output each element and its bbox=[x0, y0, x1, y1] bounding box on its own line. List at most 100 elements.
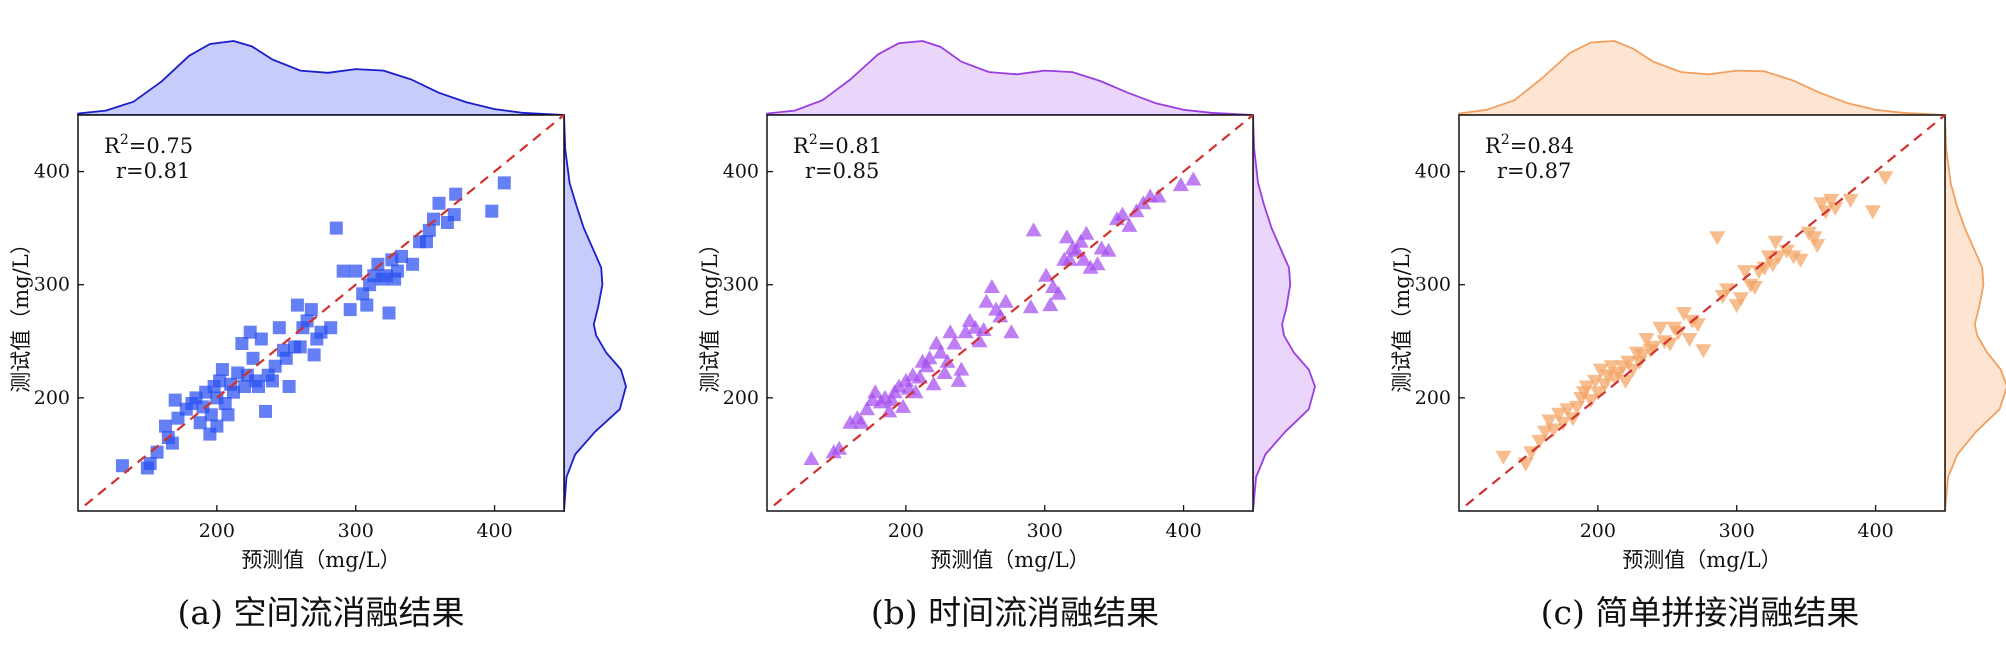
panel-c-data-point bbox=[1842, 193, 1859, 208]
panel-b-data-point bbox=[1050, 285, 1067, 300]
panel-a-data-point bbox=[159, 419, 172, 433]
panel-a-data-point bbox=[390, 264, 404, 278]
panel-b-data-point bbox=[1078, 225, 1095, 240]
panel-a-data-point bbox=[343, 303, 357, 317]
panel-b-data-point bbox=[831, 440, 848, 455]
panel-b-data-point bbox=[842, 414, 859, 429]
panel-a-data-point bbox=[449, 187, 463, 201]
panel-b-data-point bbox=[953, 361, 970, 376]
panel-c-r-label: r=0.87 bbox=[1497, 159, 1571, 183]
panel-c-x-axis-label: 预测值（mg/L） bbox=[1622, 548, 1781, 572]
panel-b-data-point bbox=[853, 414, 870, 429]
panel-c-data-point bbox=[1652, 321, 1669, 336]
panel-a-data-point bbox=[497, 176, 511, 190]
panel-c-data-point bbox=[1555, 416, 1572, 431]
panel-c-data-point bbox=[1675, 307, 1692, 321]
panel-a-data-point bbox=[447, 208, 461, 222]
panel-c-identity-line bbox=[1465, 114, 1946, 507]
panel-c-y-tick-label: 200 bbox=[1415, 387, 1451, 409]
panel-c-data-point bbox=[1589, 386, 1606, 401]
panel-b-y-tick-label: 400 bbox=[723, 161, 759, 183]
panel-c-data-point bbox=[1645, 340, 1662, 355]
panel-a-x-axis-label: 预测值（mg/L） bbox=[241, 548, 400, 572]
panel-a-data-point bbox=[422, 223, 436, 237]
panel-c-data-point bbox=[1813, 197, 1830, 212]
panel-a-data-point bbox=[427, 212, 440, 226]
panel-c-data-point bbox=[1624, 363, 1641, 378]
panel-c-right-density bbox=[1944, 114, 2006, 512]
panel-b-data-point bbox=[971, 333, 988, 348]
panel-b-caption: (b) 时间流消融结果 bbox=[871, 593, 1159, 632]
panel-c-data-point bbox=[1709, 231, 1726, 246]
panel-b-data-point bbox=[939, 353, 956, 368]
panel-c-x-tick-label: 400 bbox=[1857, 520, 1893, 542]
panel-a-data-point bbox=[227, 385, 240, 399]
panel-a-y-tick-label: 400 bbox=[34, 161, 70, 183]
panel-c-top-density bbox=[1458, 40, 1946, 116]
panel-b-y-tick-label: 300 bbox=[723, 274, 759, 296]
panel-b-data-point bbox=[1121, 217, 1138, 232]
panel-a-x-tick-label: 300 bbox=[338, 520, 374, 542]
panel-a-data-point bbox=[204, 408, 218, 422]
panel-a-data-point bbox=[218, 397, 232, 410]
panel-b-right-density bbox=[1252, 114, 1316, 512]
panel-a-r2-label: R2=0.75 bbox=[104, 132, 193, 158]
panel-a-data-point bbox=[290, 298, 304, 312]
panel-b-y-axis-label: 测试值（mg/L） bbox=[698, 233, 722, 392]
panel-b-r2-label: R2=0.81 bbox=[793, 132, 882, 158]
panel-c-data-point bbox=[1864, 205, 1881, 220]
panel-a-r-label: r=0.81 bbox=[116, 159, 190, 183]
panel-b-x-tick-label: 400 bbox=[1165, 520, 1201, 542]
panel-c-data-point bbox=[1531, 434, 1548, 449]
panel-a-data-point bbox=[243, 325, 257, 339]
panel-b-data-point bbox=[1061, 251, 1078, 266]
panel-a-data-point bbox=[193, 416, 207, 430]
panel-b-data-point bbox=[1042, 297, 1059, 312]
panel-b-data-point bbox=[946, 335, 963, 350]
panel-b-data-point bbox=[983, 279, 1000, 293]
panel-a-data-point bbox=[420, 235, 433, 249]
panel-a-data-point bbox=[371, 257, 385, 271]
panel-b-data-point bbox=[911, 369, 928, 384]
panel-c-data-point bbox=[1719, 283, 1735, 298]
panel-a-data-point bbox=[272, 321, 286, 335]
panel-a-x-tick-label: 200 bbox=[199, 520, 235, 542]
panel-a-data-point bbox=[300, 314, 314, 328]
panel-b-data-point bbox=[1068, 242, 1085, 257]
panel-b-data-point bbox=[936, 365, 953, 379]
panel-c-data-point bbox=[1551, 407, 1567, 422]
panel-b-x-tick-label: 300 bbox=[1027, 520, 1063, 542]
panel-b-data-point bbox=[1058, 229, 1075, 244]
panel-a-y-axis-label: 测试值（mg/L） bbox=[9, 233, 33, 392]
panel-c-data-point bbox=[1792, 253, 1809, 268]
panel-b-data-point bbox=[918, 358, 935, 373]
panel-c-data-point bbox=[1737, 265, 1753, 280]
panel-b-data-point bbox=[895, 398, 912, 413]
panel-c-caption: (c) 简单拼接消融结果 bbox=[1541, 593, 1860, 632]
panel-a-data-point bbox=[210, 419, 224, 433]
panel-a-top-density bbox=[77, 40, 565, 116]
panel-c-data-point bbox=[1559, 403, 1576, 418]
panel-a-data-point bbox=[115, 459, 129, 473]
panel-b-data-point bbox=[803, 451, 820, 465]
panel-c-y-axis-label: 测试值（mg/L） bbox=[1390, 233, 1414, 392]
panel-c-data-point bbox=[1596, 378, 1613, 393]
panel-c-data-point bbox=[1746, 281, 1763, 295]
panel-b-data-point bbox=[1100, 242, 1117, 257]
panel-b-data-point bbox=[1022, 299, 1039, 314]
panel-b-data-point bbox=[884, 392, 900, 407]
panel-b-data-point bbox=[1150, 188, 1167, 203]
panel-c-data-point bbox=[1620, 355, 1637, 370]
panel-a-data-point bbox=[329, 221, 343, 235]
panel-c-data-point bbox=[1681, 333, 1698, 347]
panel-c-data-point bbox=[1695, 344, 1712, 359]
panel-a-data-point bbox=[432, 196, 446, 210]
panel-a-data-point bbox=[304, 303, 318, 317]
panel-a-data-point bbox=[213, 374, 227, 388]
panel-a-data-point bbox=[165, 436, 179, 450]
panel-b-data-point bbox=[1003, 324, 1020, 339]
panel-c-x-tick-label: 200 bbox=[1580, 520, 1616, 542]
panel-c-data-point bbox=[1617, 374, 1634, 389]
panel-b-data-point bbox=[1075, 251, 1092, 266]
